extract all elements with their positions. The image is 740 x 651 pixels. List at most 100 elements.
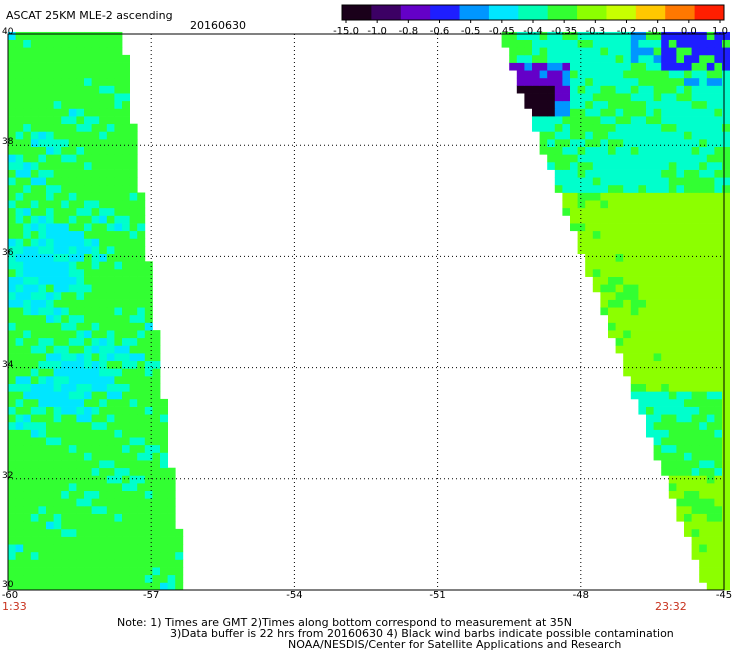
swath-cell (30, 261, 39, 270)
swath-cell (84, 398, 92, 407)
swath-cell (61, 116, 70, 125)
swath-cell (706, 70, 715, 79)
swath-cell (585, 253, 594, 262)
swath-cell (615, 200, 624, 209)
swath-cell (532, 54, 540, 63)
swath-cell (160, 444, 168, 453)
swath-cell (129, 291, 138, 300)
swath-cell (638, 31, 647, 40)
swath-cell (691, 444, 700, 453)
swath-cell (623, 169, 632, 178)
swath-cell (615, 284, 624, 293)
swath-cell (630, 39, 639, 48)
swath-cell (714, 574, 723, 583)
swath-cell (53, 444, 62, 453)
swath-cell (30, 483, 39, 492)
swath-cell (623, 146, 632, 155)
swath-cell (46, 268, 54, 277)
swath-cell (532, 100, 540, 109)
swath-cell (114, 559, 123, 568)
swath-cell (547, 138, 556, 147)
swath-cell (122, 330, 130, 339)
swath-cell (676, 299, 685, 308)
swath-cell (15, 215, 24, 224)
swath-cell (68, 406, 77, 415)
swath-cell (691, 544, 700, 553)
swath-cell (15, 47, 24, 56)
swath-cell (137, 291, 146, 300)
swath-cell (699, 490, 708, 499)
swath-cell (539, 108, 548, 117)
swath-cell (106, 444, 115, 453)
swath-cell (722, 490, 730, 499)
swath-cell (615, 146, 624, 155)
swath-cell (570, 169, 578, 178)
swath-cell (554, 154, 563, 163)
swath-cell (661, 276, 670, 285)
swath-cell (137, 429, 146, 438)
swath-cell (585, 123, 594, 132)
swath-cell (623, 337, 632, 346)
swath-cell (106, 505, 115, 514)
swath-cell (562, 54, 571, 63)
swath-cell (623, 39, 632, 48)
swath-cell (646, 138, 654, 147)
swath-cell (114, 551, 123, 560)
swath-cell (99, 521, 108, 530)
colorbar-swatch (459, 5, 490, 20)
swath-cell (129, 307, 138, 316)
swath-cell (615, 108, 624, 117)
swath-cell (30, 284, 39, 293)
swath-cell (68, 314, 77, 323)
swath-cell (653, 123, 662, 132)
swath-cell (106, 246, 115, 255)
swath-cell (562, 192, 571, 201)
swath-cell (106, 437, 115, 446)
swath-cell (638, 85, 647, 94)
note-line-2: 3)Data buffer is 22 hrs from 20160630 4)… (170, 627, 674, 640)
swath-cell (106, 261, 115, 270)
swath-cell (106, 345, 115, 354)
swath-cell (137, 521, 146, 530)
swath-cell (706, 261, 715, 270)
swath-cell (61, 574, 70, 583)
latitude-label: 36 (2, 248, 14, 259)
swath-cell (8, 437, 16, 446)
swath-cell (122, 77, 130, 86)
swath-cell (137, 398, 146, 407)
swath-cell (706, 77, 715, 86)
swath-cell (706, 391, 715, 400)
swath-cell (38, 475, 47, 484)
swath-cell (122, 521, 130, 530)
swath-cell (554, 54, 563, 63)
swath-cell (684, 154, 692, 163)
swath-cell (699, 483, 708, 492)
swath-cell (653, 314, 662, 323)
swath-cell (722, 360, 730, 369)
swath-cell (623, 77, 632, 86)
swath-cell (661, 444, 670, 453)
swath-cell (661, 93, 670, 102)
swath-cell (106, 100, 115, 109)
swath-cell (699, 62, 708, 71)
swath-cell (8, 574, 16, 583)
swath-cell (570, 100, 578, 109)
swath-cell (668, 490, 677, 499)
swath-cell (91, 177, 100, 186)
swath-cell (577, 161, 586, 170)
swath-cell (646, 39, 654, 48)
swath-cell (122, 528, 130, 537)
colorbar-swatch (488, 5, 519, 20)
swath-cell (91, 284, 100, 293)
swath-cell (53, 47, 62, 56)
swath-cell (38, 528, 47, 537)
swath-cell (661, 452, 670, 461)
swath-cell (122, 322, 130, 331)
swath-cell (15, 513, 24, 522)
latitude-label: 30 (2, 580, 14, 590)
swath-cell (661, 284, 670, 293)
swath-cell (68, 284, 77, 293)
swath-cell (129, 406, 138, 415)
swath-cell (99, 383, 108, 392)
swath-cell (53, 368, 62, 377)
